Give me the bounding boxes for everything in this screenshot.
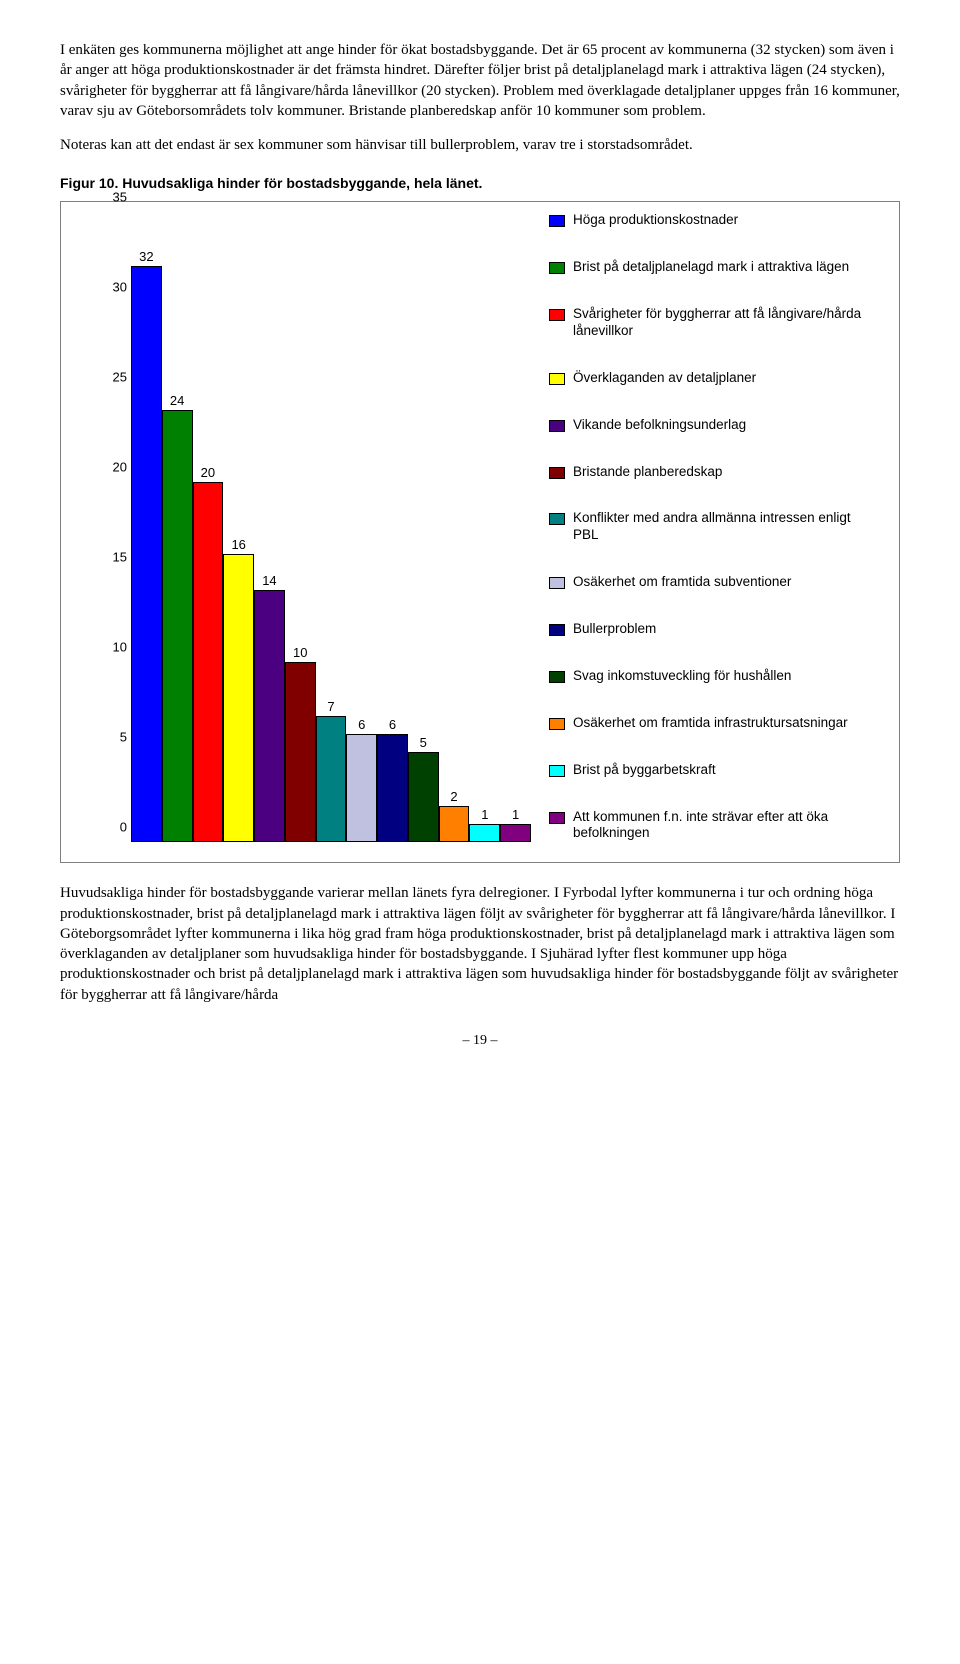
y-tick-label: 20 (113, 460, 127, 475)
legend-item: Vikande befolkningsunderlag (549, 417, 879, 434)
chart-plot-area: 05101520253035 3224201614107665211 (101, 212, 531, 842)
bar-value-label: 32 (139, 249, 153, 264)
bar: 24 (162, 212, 193, 842)
figure-title: Figur 10. Huvudsakliga hinder för bostad… (60, 175, 900, 191)
legend-item: Svårigheter för byggherrar att få långiv… (549, 306, 879, 340)
bar: 20 (193, 212, 224, 842)
legend-label: Osäkerhet om framtida subventioner (573, 574, 791, 591)
bar-value-label: 7 (327, 699, 334, 714)
legend-swatch (549, 671, 565, 683)
legend-label: Osäkerhet om framtida infrastruktursatsn… (573, 715, 848, 732)
bar: 32 (131, 212, 162, 842)
legend-swatch (549, 718, 565, 730)
bar: 6 (377, 212, 408, 842)
legend-item: Brist på byggarbetskraft (549, 762, 879, 779)
bar: 10 (285, 212, 316, 842)
y-tick-label: 5 (120, 730, 127, 745)
legend-swatch (549, 420, 565, 432)
legend-label: Överklaganden av detaljplaner (573, 370, 756, 387)
legend-swatch (549, 215, 565, 227)
y-tick-label: 35 (113, 190, 127, 205)
legend-label: Att kommunen f.n. inte strävar efter att… (573, 809, 879, 843)
chart-legend: Höga produktionskostnader Brist på detalj… (549, 212, 879, 842)
legend-label: Vikande befolkningsunderlag (573, 417, 746, 434)
bar-rect (377, 734, 408, 842)
bar: 16 (223, 212, 254, 842)
bar-value-label: 6 (358, 717, 365, 732)
bar-rect (500, 824, 531, 842)
bar: 1 (500, 212, 531, 842)
bar: 5 (408, 212, 439, 842)
bar-rect (285, 662, 316, 842)
legend-item: Brist på detaljplanelagd mark i attrakti… (549, 259, 879, 276)
y-tick-label: 10 (113, 640, 127, 655)
legend-label: Bristande planberedskap (573, 464, 722, 481)
legend-swatch (549, 577, 565, 589)
chart-container: 05101520253035 3224201614107665211 Höga … (60, 201, 900, 863)
legend-label: Höga produktionskostnader (573, 212, 738, 229)
bar-value-label: 2 (450, 789, 457, 804)
y-axis: 05101520253035 (101, 212, 131, 842)
y-tick-label: 15 (113, 550, 127, 565)
page-number: – 19 – (60, 1033, 900, 1049)
legend-item: Att kommunen f.n. inte strävar efter att… (549, 809, 879, 843)
legend-item: Konflikter med andra allmänna intressen … (549, 510, 879, 544)
legend-label: Konflikter med andra allmänna intressen … (573, 510, 879, 544)
legend-item: Höga produktionskostnader (549, 212, 879, 229)
bar-value-label: 20 (201, 465, 215, 480)
legend-swatch (549, 309, 565, 321)
bar-value-label: 6 (389, 717, 396, 732)
legend-swatch (549, 513, 565, 525)
bar: 6 (346, 212, 377, 842)
legend-label: Brist på byggarbetskraft (573, 762, 716, 779)
legend-item: Överklaganden av detaljplaner (549, 370, 879, 387)
legend-item: Svag inkomstuveckling för hushållen (549, 668, 879, 685)
legend-swatch (549, 765, 565, 777)
legend-item: Bullerproblem (549, 621, 879, 638)
bar-rect (193, 482, 224, 842)
y-tick-label: 0 (120, 820, 127, 835)
legend-label: Svårigheter för byggherrar att få långiv… (573, 306, 879, 340)
bar: 1 (469, 212, 500, 842)
plot-region: 32 24 20 16 14 10 7 6 6 5 2 1 1 (131, 212, 531, 842)
y-tick-label: 25 (113, 370, 127, 385)
bar-value-label: 1 (512, 807, 519, 822)
bar-value-label: 16 (231, 537, 245, 552)
bar-rect (316, 716, 347, 842)
bar-rect (469, 824, 500, 842)
legend-item: Osäkerhet om framtida subventioner (549, 574, 879, 591)
bar-rect (439, 806, 470, 842)
paragraph-2: Noteras kan att det endast är sex kommun… (60, 135, 900, 155)
bar-rect (162, 410, 193, 842)
bar-rect (223, 554, 254, 842)
bar-value-label: 10 (293, 645, 307, 660)
bar: 14 (254, 212, 285, 842)
bar-rect (346, 734, 377, 842)
bar-value-label: 14 (262, 573, 276, 588)
legend-item: Bristande planberedskap (549, 464, 879, 481)
bar-value-label: 24 (170, 393, 184, 408)
legend-label: Bullerproblem (573, 621, 656, 638)
legend-label: Svag inkomstuveckling för hushållen (573, 668, 791, 685)
y-tick-label: 30 (113, 280, 127, 295)
paragraph-3: Huvudsakliga hinder för bostadsbyggande … (60, 883, 900, 1005)
legend-swatch (549, 624, 565, 636)
bar: 7 (316, 212, 347, 842)
bar: 2 (439, 212, 470, 842)
bar-rect (131, 266, 162, 842)
legend-label: Brist på detaljplanelagd mark i attrakti… (573, 259, 849, 276)
bar-rect (408, 752, 439, 842)
legend-swatch (549, 373, 565, 385)
bar-value-label: 5 (420, 735, 427, 750)
legend-swatch (549, 467, 565, 479)
bar-rect (254, 590, 285, 842)
legend-item: Osäkerhet om framtida infrastruktursatsn… (549, 715, 879, 732)
legend-swatch (549, 262, 565, 274)
bar-group: 32 24 20 16 14 10 7 6 6 5 2 1 1 (131, 212, 531, 842)
legend-swatch (549, 812, 565, 824)
paragraph-1: I enkäten ges kommunerna möjlighet att a… (60, 40, 900, 121)
bar-value-label: 1 (481, 807, 488, 822)
